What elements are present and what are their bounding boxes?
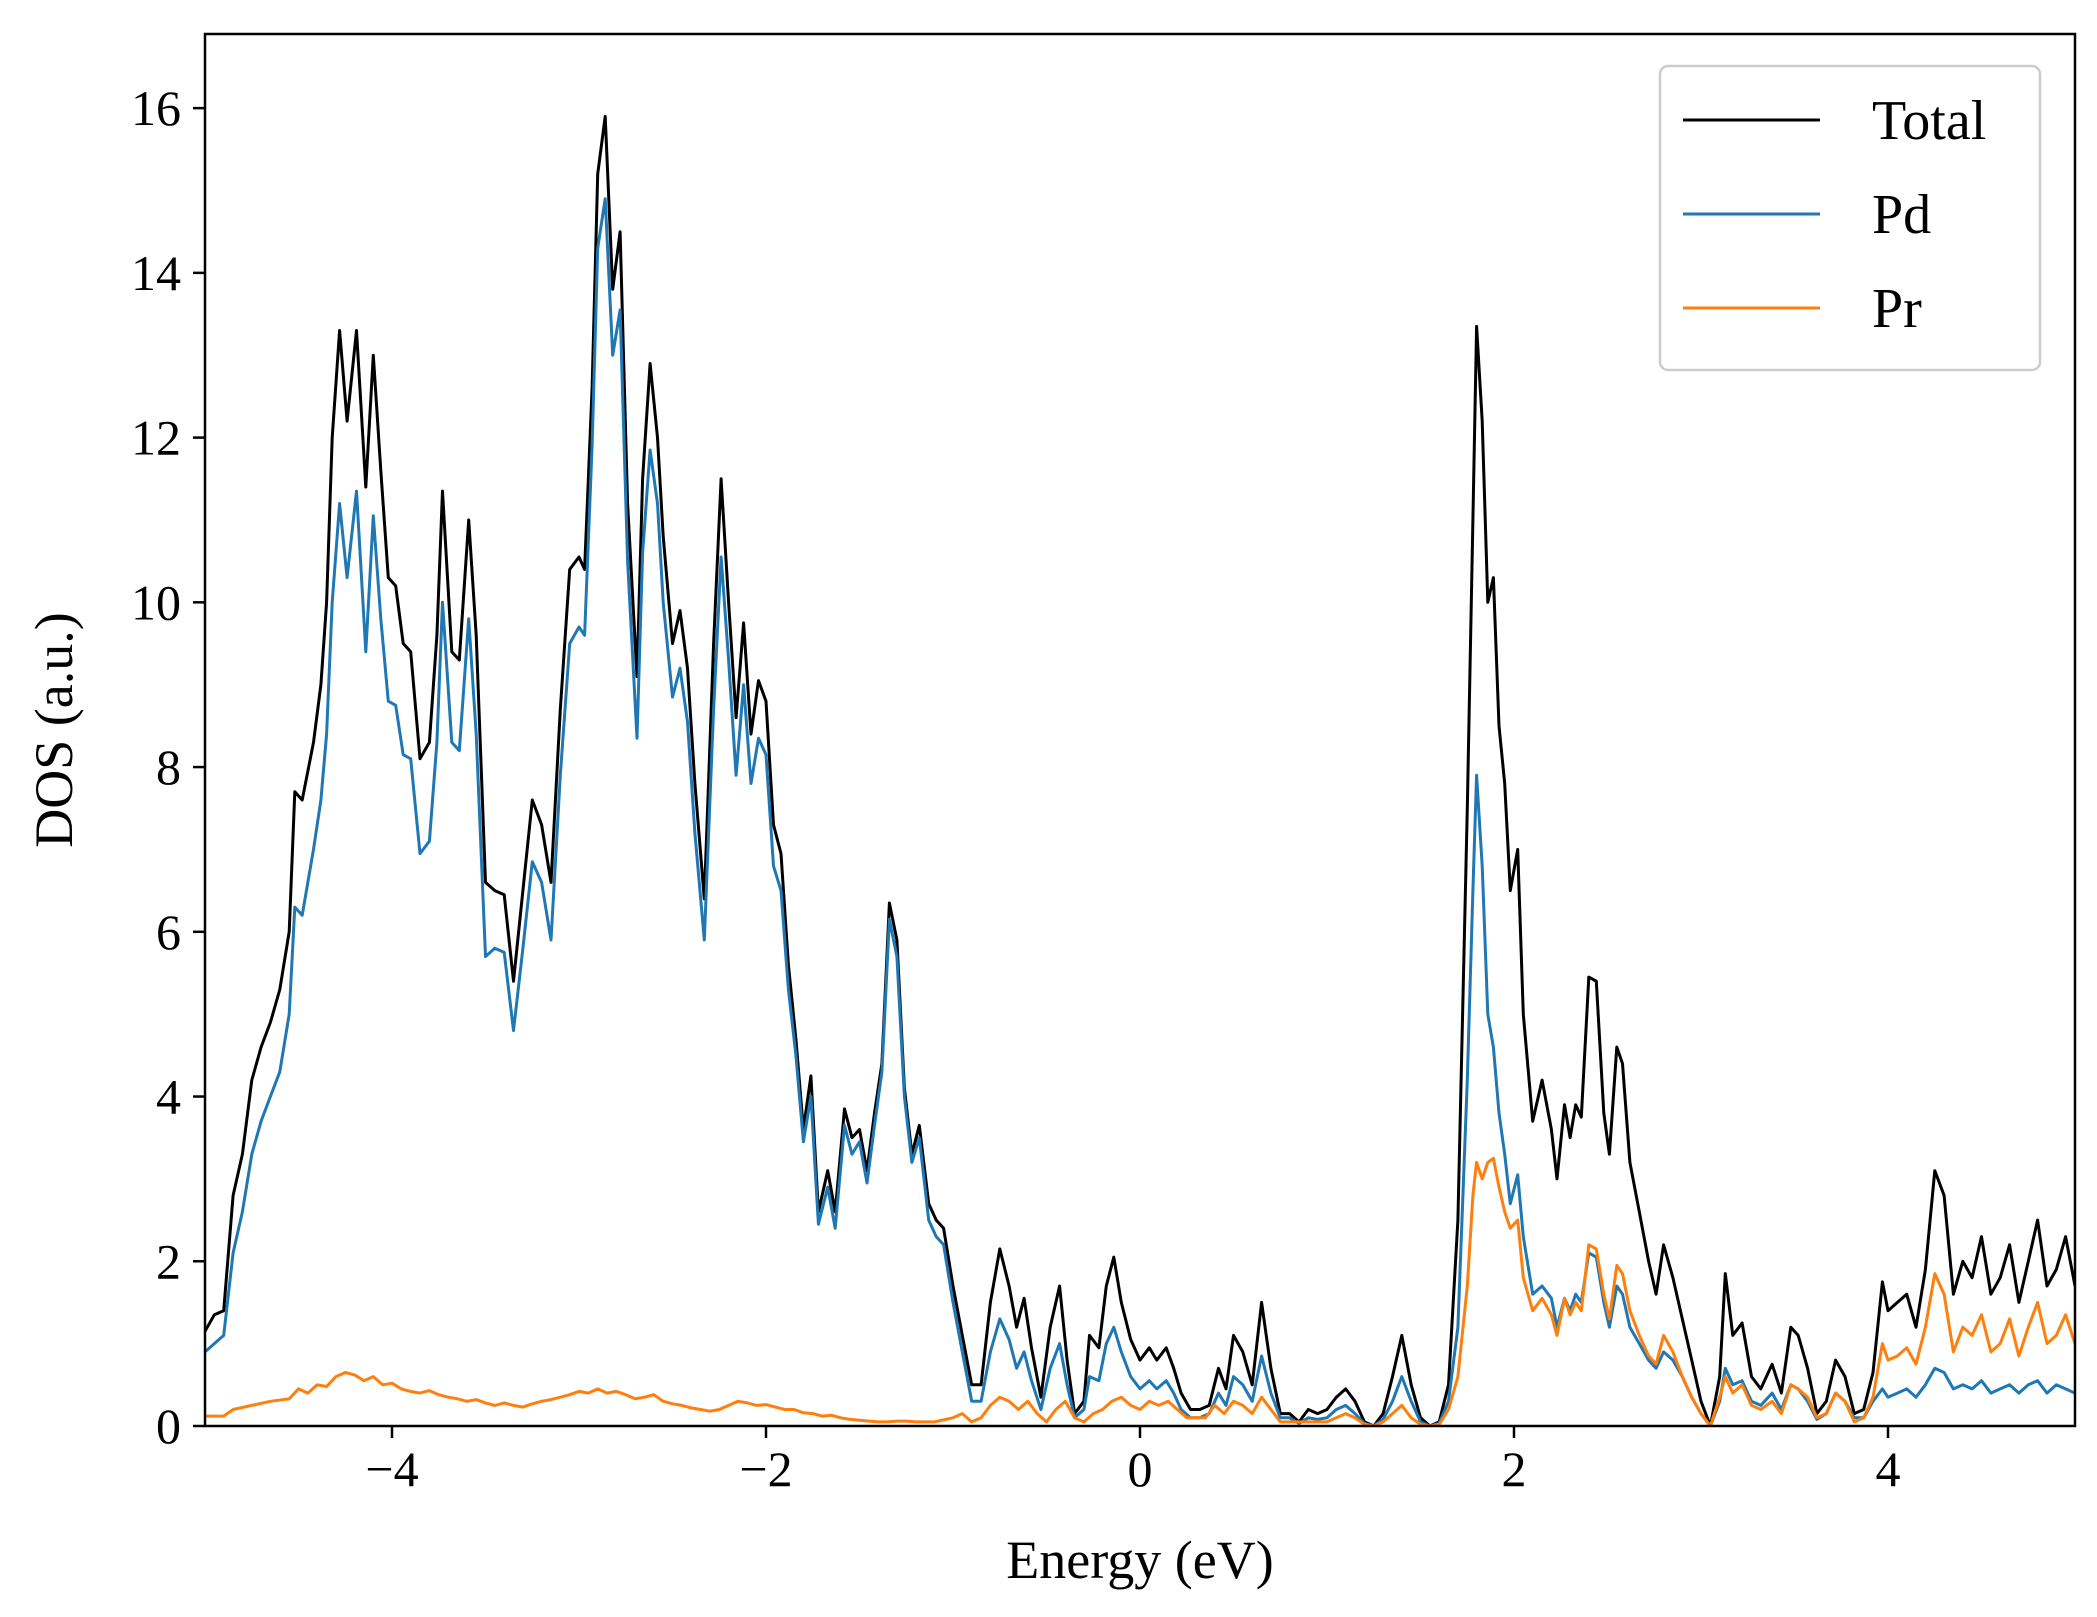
series-line-pd <box>205 197 2075 1426</box>
y-axis-label: DOS (a.u.) <box>24 612 84 847</box>
series-layer <box>205 114 2075 1426</box>
legend: Total Pd Pr <box>1658 64 2042 372</box>
legend-label-total: Total <box>1872 90 1986 152</box>
y-tick-label: 16 <box>131 80 181 136</box>
y-tick-label: 4 <box>156 1069 181 1125</box>
legend-box <box>1658 64 2042 372</box>
x-tick-label: 0 <box>1128 1441 1153 1497</box>
series-line-pr <box>205 1156 2075 1426</box>
x-axis: −4 −2 0 2 4 <box>365 1426 1901 1497</box>
x-axis-label: Energy (eV) <box>1006 1530 1273 1590</box>
x-tick-label: 4 <box>1876 1441 1901 1497</box>
legend-label-pr: Pr <box>1872 278 1922 340</box>
x-tick-label: −4 <box>365 1441 418 1497</box>
legend-label-pd: Pd <box>1872 184 1931 246</box>
y-tick-label: 10 <box>131 574 181 630</box>
y-tick-label: 0 <box>156 1398 181 1454</box>
y-axis: 0 2 4 6 8 10 12 14 16 <box>131 80 205 1454</box>
y-tick-label: 2 <box>156 1233 181 1289</box>
x-tick-label: 2 <box>1502 1441 1527 1497</box>
y-tick-label: 12 <box>131 410 181 466</box>
y-tick-label: 14 <box>131 245 181 301</box>
y-tick-label: 6 <box>156 904 181 960</box>
y-tick-label: 8 <box>156 739 181 795</box>
series-line-total <box>205 114 2075 1426</box>
x-tick-label: −2 <box>739 1441 792 1497</box>
